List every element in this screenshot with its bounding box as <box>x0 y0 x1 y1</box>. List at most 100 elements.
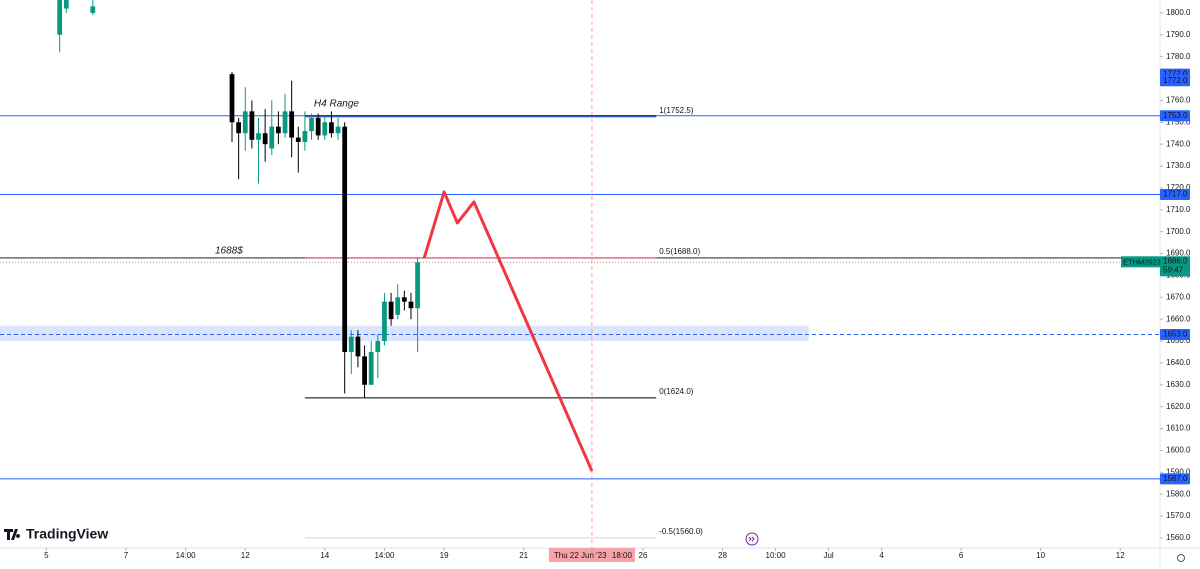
price-tag-label: 1772.0 <box>1163 69 1188 78</box>
candle-body <box>242 111 248 134</box>
zone <box>0 325 809 342</box>
current-tag <box>1160 256 1190 277</box>
x-tick-label: 7 <box>124 551 129 560</box>
price-tag <box>1160 473 1190 485</box>
y-tick-label: 1570.0 <box>1166 511 1191 520</box>
current-label: 1686.0 <box>1163 256 1188 265</box>
projection <box>422 190 594 472</box>
fib-label: 0.5(1688.0) <box>659 247 700 256</box>
logo-icon <box>4 529 21 540</box>
candle-body <box>309 117 314 132</box>
candle-body <box>269 126 275 149</box>
candle-body <box>368 351 374 385</box>
x-tick-label: 10 <box>1036 551 1045 560</box>
crosshair-date: Thu 22 Jun '23 <box>554 551 607 560</box>
y-tick-label: 1610.0 <box>1166 424 1191 433</box>
candle-body <box>408 301 414 309</box>
x-tick-label: 10:00 <box>766 551 787 560</box>
y-tick-label: 1650.0 <box>1166 336 1191 345</box>
candle-body <box>90 6 96 13</box>
y-tick-label: 1600.0 <box>1166 446 1191 455</box>
x-tick-label: Jul <box>823 551 833 560</box>
current-timer: 59:47 <box>1163 265 1184 274</box>
y-tick-label: 1700.0 <box>1166 227 1191 236</box>
fib-label: -0.5(1560.0) <box>659 527 703 536</box>
price-tag-label: 1717.0 <box>1163 190 1188 199</box>
candle-body <box>388 301 394 320</box>
y-tick-label: 1560.0 <box>1166 533 1191 542</box>
y-tick-label: 1790.0 <box>1166 30 1191 39</box>
price-tag-label: 1772.0 <box>1163 76 1188 85</box>
plot: 1688$ 1(1752.5) 0.5(1688.0) 0(1624.0) -0.5(1… <box>0 0 1160 548</box>
y-tick-label: 1590.0 <box>1166 467 1191 476</box>
x-tick-label: 14:00 <box>374 551 395 560</box>
candle-body <box>315 117 321 136</box>
y-tick-label: 1580.0 <box>1166 489 1191 498</box>
y-tick-label: 1690.0 <box>1166 249 1191 258</box>
goto-icon[interactable] <box>745 532 759 546</box>
fib-label: 1(1752.5) <box>659 106 694 115</box>
candle-body <box>249 111 255 140</box>
price-tag-label: 1653.0 <box>1163 330 1188 339</box>
candle-body <box>276 126 281 134</box>
goto-arrow[interactable] <box>748 536 755 542</box>
price-tag <box>1160 188 1190 200</box>
candle-body <box>375 341 381 352</box>
goto-button[interactable] <box>745 532 759 546</box>
y-tick-label: 1780.0 <box>1166 52 1191 61</box>
price-tag-label: 1753.0 <box>1163 111 1188 120</box>
candle-body <box>302 131 308 142</box>
y-tick-label: 1670.0 <box>1166 292 1191 301</box>
x-tick-label: 5 <box>44 551 49 560</box>
x-tick-label: 21 <box>519 551 528 560</box>
x-tick-label: 4 <box>879 551 884 560</box>
candle-body <box>401 297 407 302</box>
candle-body <box>395 297 401 315</box>
candle-body <box>415 262 420 309</box>
x-tick-label: 26 <box>639 551 648 560</box>
candle-body <box>382 301 387 342</box>
candle-body <box>329 122 334 134</box>
y-tick-label: 1620.0 <box>1166 402 1191 411</box>
y-tick-label: 1760.0 <box>1166 96 1191 105</box>
candle-body <box>348 336 354 352</box>
x-tick-label: 14:00 <box>176 551 197 560</box>
fib-label: 0(1624.0) <box>659 387 694 396</box>
y-tick-label: 1710.0 <box>1166 205 1191 214</box>
x-tick-label: 12 <box>241 551 250 560</box>
candle-body <box>282 111 288 134</box>
y-tick-label: 1740.0 <box>1166 139 1191 148</box>
price-tag <box>1160 75 1190 87</box>
y-tick-label: 1800.0 <box>1166 8 1191 17</box>
logo: TradingView <box>4 526 108 542</box>
candle-body <box>236 122 242 134</box>
brand: TradingView <box>26 526 108 542</box>
crosshair-time: 18:00 <box>612 551 633 560</box>
y-tick-label: 1730.0 <box>1166 161 1191 170</box>
settings-icon[interactable] <box>1177 554 1185 562</box>
candle-body <box>335 126 341 134</box>
candle-body <box>289 111 295 138</box>
candle-body <box>322 122 328 136</box>
crosshair-tag <box>548 548 635 562</box>
current-symbol: ETHM2023 <box>1123 257 1161 266</box>
candle-body <box>256 133 261 140</box>
y-tick-label: 1750.0 <box>1166 117 1191 126</box>
axes: 1560.0 1570.0 1580.0 1590.0 1600.0 1610.0 1620… <box>44 8 1191 562</box>
price-line-text: 1688$ <box>215 246 243 257</box>
candle-body <box>262 133 268 145</box>
price-tag-label: 1587.0 <box>1163 474 1188 483</box>
x-tick-label: 6 <box>959 551 964 560</box>
price-tag <box>1160 110 1190 122</box>
x-tick-label: 12 <box>1116 551 1125 560</box>
candle-body <box>229 74 235 123</box>
price-tag <box>1160 328 1190 340</box>
candle-body <box>57 0 63 35</box>
y-tick-label: 1640.0 <box>1166 358 1191 367</box>
y-tick-label: 1720.0 <box>1166 183 1191 192</box>
y-tick-label: 1630.0 <box>1166 380 1191 389</box>
x-tick-label: 19 <box>440 551 449 560</box>
